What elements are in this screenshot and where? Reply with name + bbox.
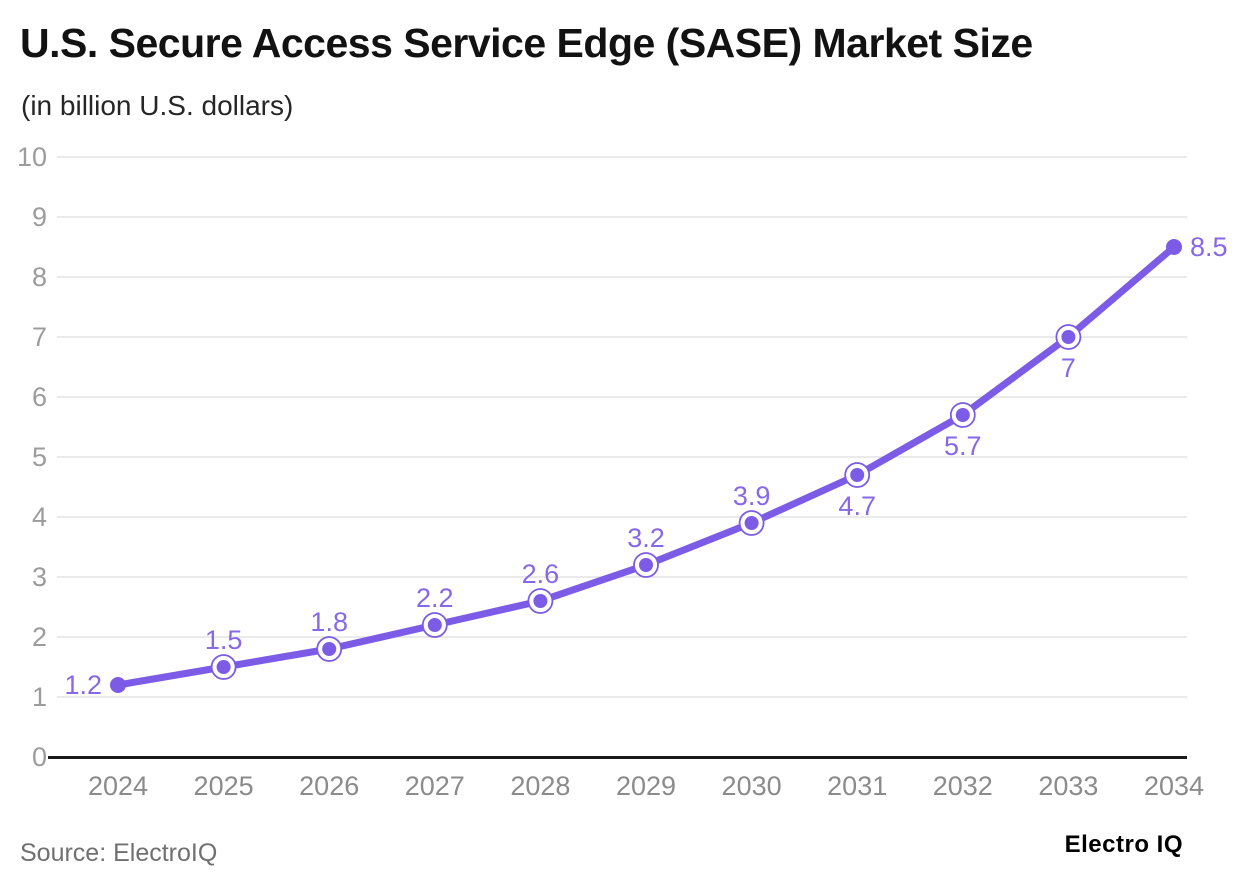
x-axis-tick-label: 2028 — [510, 771, 570, 801]
y-axis-tick-label: 7 — [32, 322, 47, 352]
y-axis-tick-label: 1 — [32, 682, 47, 712]
data-point-2024 — [110, 677, 126, 693]
y-axis-tick-label: 6 — [32, 382, 47, 412]
data-point-ring — [421, 612, 448, 638]
data-point-2030 — [744, 516, 759, 530]
y-axis-tick-label: 0 — [32, 742, 47, 772]
data-point-label: 1.8 — [310, 607, 348, 637]
data-point-ring — [949, 402, 976, 428]
x-axis-tick-label: 2027 — [405, 771, 465, 801]
x-axis-tick-label: 2029 — [616, 771, 676, 801]
x-axis-tick-label: 2034 — [1144, 771, 1204, 801]
data-point-ring — [844, 462, 871, 488]
data-point-label: 2.6 — [522, 559, 560, 589]
data-point-2028 — [533, 594, 548, 608]
series-line — [114, 243, 1178, 689]
data-point-2034 — [1166, 239, 1182, 255]
data-point-ring — [527, 588, 554, 614]
y-axis-tick-label: 2 — [32, 622, 47, 652]
x-axis-tick-label: 2024 — [88, 771, 148, 801]
x-axis-tick-label: 2033 — [1038, 771, 1098, 801]
y-axis-tick-label: 8 — [32, 262, 47, 292]
y-axis-tick-label: 9 — [32, 202, 47, 232]
x-axis-tick-label: 2026 — [299, 771, 359, 801]
data-point-label: 2.2 — [416, 583, 454, 613]
y-axis-tick-label: 10 — [17, 142, 47, 172]
data-point-label: 1.2 — [64, 670, 102, 700]
data-point-ring — [738, 510, 765, 536]
data-point-label: 1.5 — [205, 625, 243, 655]
y-axis-tick-label: 5 — [32, 442, 47, 472]
y-axis-tick-label: 4 — [32, 502, 47, 532]
data-point-2033 — [1061, 330, 1076, 344]
data-point-label: 5.7 — [944, 431, 982, 461]
data-point-2032 — [955, 408, 970, 422]
data-point-ring — [210, 654, 237, 680]
data-point-label: 8.5 — [1190, 232, 1228, 262]
data-point-ring — [316, 636, 343, 662]
data-point-ring — [633, 552, 659, 578]
data-point-2025 — [216, 660, 231, 674]
x-axis-tick-label: 2031 — [827, 771, 887, 801]
data-point-label: 3.2 — [627, 523, 665, 553]
chart-subtitle: (in billion U.S. dollars) — [21, 90, 294, 121]
x-axis-tick-label: 2030 — [722, 771, 782, 801]
x-axis-tick-label: 2025 — [194, 771, 254, 801]
data-point-label: 3.9 — [733, 481, 771, 511]
x-axis-tick-label: 2032 — [933, 771, 993, 801]
data-point-ring — [1055, 324, 1082, 350]
data-point-2027 — [427, 618, 442, 632]
brand-logo: Electro IQ — [1064, 831, 1183, 858]
data-point-2026 — [322, 642, 337, 656]
chart-title: U.S. Secure Access Service Edge (SASE) M… — [20, 20, 1033, 66]
source-note: Source: ElectroIQ — [20, 839, 218, 867]
data-point-label: 7 — [1061, 353, 1076, 383]
y-axis-tick-label: 3 — [32, 562, 47, 592]
data-point-2031 — [850, 468, 865, 482]
data-point-label: 4.7 — [838, 491, 876, 521]
data-point-2029 — [639, 558, 653, 572]
